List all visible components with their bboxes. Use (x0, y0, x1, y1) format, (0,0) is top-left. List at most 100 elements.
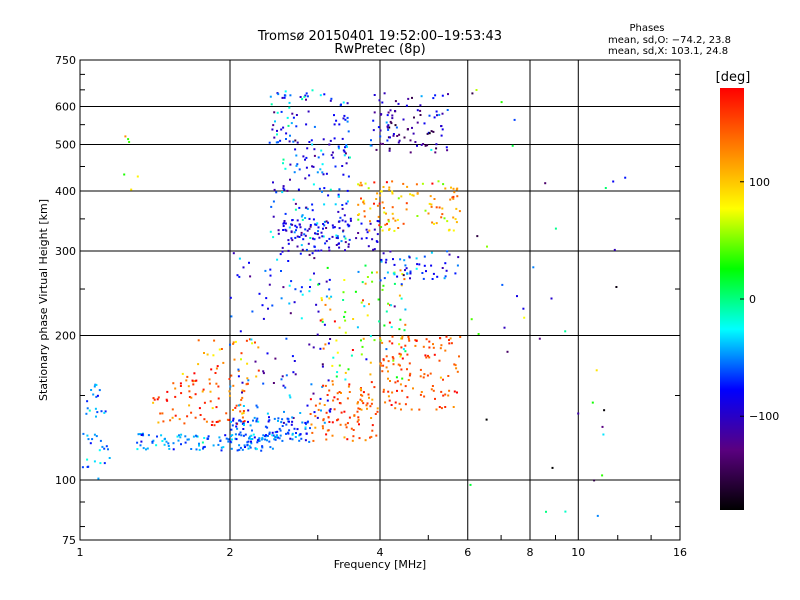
data-point (348, 224, 351, 227)
data-point (435, 147, 438, 150)
data-point (328, 421, 331, 423)
data-point (156, 435, 158, 438)
data-point (407, 379, 410, 381)
data-point (344, 220, 347, 223)
data-point (387, 302, 390, 305)
data-point (194, 393, 197, 396)
data-point (373, 228, 376, 231)
data-point (300, 244, 303, 247)
data-point (393, 273, 396, 276)
data-point (262, 382, 265, 385)
data-point (394, 100, 397, 103)
data-point (190, 396, 193, 399)
data-point (323, 220, 326, 223)
data-point (294, 148, 297, 151)
data-point (248, 338, 251, 341)
data-point (476, 235, 479, 238)
data-point (334, 203, 337, 206)
data-point (429, 195, 432, 198)
data-point (230, 374, 233, 377)
data-point (316, 222, 319, 225)
data-point (357, 401, 359, 404)
data-point (252, 419, 254, 422)
data-point (394, 219, 397, 222)
data-point (161, 412, 164, 415)
data-point (419, 109, 422, 112)
data-point (248, 445, 251, 448)
data-point (331, 364, 334, 367)
data-point (192, 383, 195, 386)
data-point (321, 425, 324, 428)
data-point (422, 143, 425, 145)
data-point (369, 207, 372, 210)
data-point (411, 194, 414, 197)
data-point (283, 410, 285, 413)
data-point (379, 339, 382, 342)
data-point (392, 258, 394, 261)
data-point (282, 384, 285, 387)
data-point (440, 390, 443, 393)
data-point (152, 401, 155, 404)
data-point (239, 431, 242, 434)
data-point (383, 211, 386, 214)
data-point (371, 424, 374, 427)
data-point (404, 323, 407, 326)
data-point (396, 389, 398, 392)
data-point (285, 374, 288, 377)
data-point (301, 214, 304, 217)
data-point (338, 246, 341, 249)
data-point (346, 397, 349, 400)
data-point (343, 410, 346, 413)
data-point (290, 423, 293, 426)
data-point (164, 437, 166, 440)
data-point (243, 444, 246, 447)
data-point (385, 258, 388, 261)
data-point (447, 93, 449, 96)
data-point (248, 435, 251, 438)
data-point (323, 421, 326, 424)
data-point (369, 436, 371, 439)
data-point (382, 186, 385, 188)
data-point (338, 123, 341, 126)
data-point (336, 351, 339, 354)
data-point (424, 354, 427, 357)
data-point (281, 191, 284, 194)
data-point (240, 352, 243, 355)
data-point (392, 217, 395, 220)
data-point (244, 433, 247, 436)
data-point (307, 110, 310, 113)
data-point (394, 401, 397, 404)
data-point (334, 165, 337, 168)
data-point (335, 119, 338, 122)
data-point (315, 232, 318, 235)
data-point (372, 129, 375, 132)
data-point (230, 438, 233, 441)
data-point (357, 418, 360, 421)
data-point (411, 126, 413, 129)
data-point (358, 213, 361, 216)
data-point (241, 416, 244, 419)
data-point (262, 434, 265, 437)
data-point (130, 188, 133, 191)
data-point (397, 102, 400, 105)
data-point (153, 398, 156, 401)
data-point (402, 274, 405, 277)
data-point (352, 318, 355, 320)
data-point (412, 132, 415, 135)
data-point (431, 182, 434, 185)
x-tick-label: 8 (527, 546, 534, 559)
data-point (306, 95, 309, 98)
data-point (151, 441, 154, 444)
data-point (203, 445, 206, 448)
data-point (379, 364, 382, 367)
data-point (283, 221, 286, 224)
data-point (326, 266, 329, 269)
data-point (392, 357, 395, 360)
data-point (298, 168, 301, 171)
data-point (362, 402, 365, 405)
data-point (217, 420, 220, 423)
data-point (86, 407, 89, 410)
data-point (333, 396, 336, 399)
data-point (161, 440, 164, 442)
data-point (603, 409, 606, 412)
